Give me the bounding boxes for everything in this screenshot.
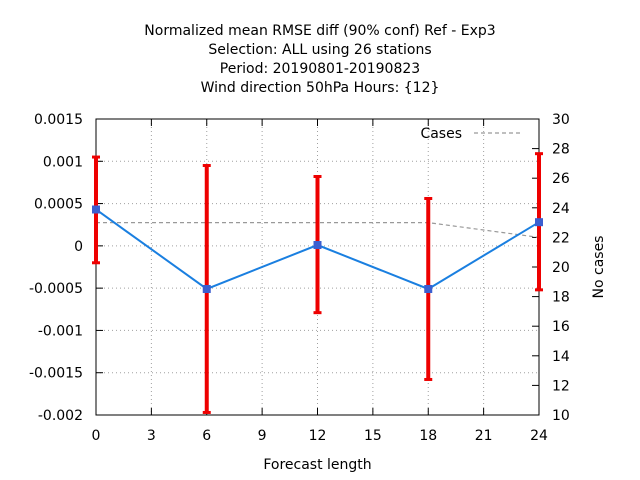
y2-tick-label: 26: [552, 171, 570, 187]
y2-tick-label: 20: [552, 260, 570, 276]
y-tick-label: 0.001: [43, 154, 83, 170]
y2-tick-label: 24: [552, 201, 570, 217]
title-line: Period: 20190801-20190823: [220, 61, 420, 77]
data-point: [313, 241, 322, 250]
y-tick-label: 0: [74, 239, 83, 255]
y2-tick-label: 12: [552, 378, 570, 394]
y2-tick-label: 14: [552, 349, 570, 365]
y-tick-label: -0.002: [38, 408, 83, 424]
data-point: [535, 218, 543, 227]
x-axis-label: Forecast length: [263, 457, 371, 473]
y2-tick-label: 16: [552, 319, 570, 335]
data-point: [92, 205, 100, 214]
x-tick-label: 0: [92, 428, 101, 444]
y2-tick-label: 22: [552, 230, 570, 246]
cases-series: [96, 222, 540, 238]
x-axis: 0 3 6 9 12 15 18 21 24: [92, 119, 548, 444]
x-tick-label: 6: [202, 428, 211, 444]
y-tick-label: -0.0005: [29, 281, 83, 297]
x-tick-label: 12: [309, 428, 327, 444]
y2-axis-label: No cases: [591, 236, 607, 299]
y-axis-right: 10 12 14 16 18 20 22 24 26 28 30: [532, 112, 570, 424]
y2-tick-label: 28: [552, 142, 570, 158]
y-tick-label: -0.0015: [29, 366, 83, 382]
y2-tick-label: 18: [552, 290, 570, 306]
y-axis-left: -0.002 -0.0015 -0.001 -0.0005 0 0.0005 0.001 0.…: [29, 112, 103, 424]
data-point: [424, 284, 433, 293]
x-tick-label: 21: [475, 428, 493, 444]
title-line: Wind direction 50hPa Hours: {12}: [201, 80, 440, 96]
y-tick-label: 0.0015: [34, 112, 83, 128]
title-line: Selection: ALL using 26 stations: [208, 42, 431, 58]
error-bars: [92, 152, 543, 414]
x-tick-label: 18: [419, 428, 437, 444]
legend-label-cases: Cases: [420, 126, 462, 142]
title-line: Normalized mean RMSE diff (90% conf) Ref…: [144, 23, 495, 39]
cases-line: [96, 222, 540, 238]
data-point: [202, 284, 211, 293]
y-tick-label: 0.0005: [34, 197, 83, 213]
x-tick-label: 9: [258, 428, 267, 444]
x-tick-label: 24: [530, 428, 548, 444]
x-tick-label: 3: [147, 428, 156, 444]
legend: Cases: [420, 126, 522, 142]
diff-series: [92, 205, 543, 293]
y2-tick-label: 10: [552, 408, 570, 424]
x-tick-label: 15: [364, 428, 382, 444]
y-tick-label: -0.001: [38, 323, 83, 339]
chart-title: Normalized mean RMSE diff (90% conf) Ref…: [144, 23, 495, 96]
y2-tick-label: 30: [552, 112, 570, 128]
